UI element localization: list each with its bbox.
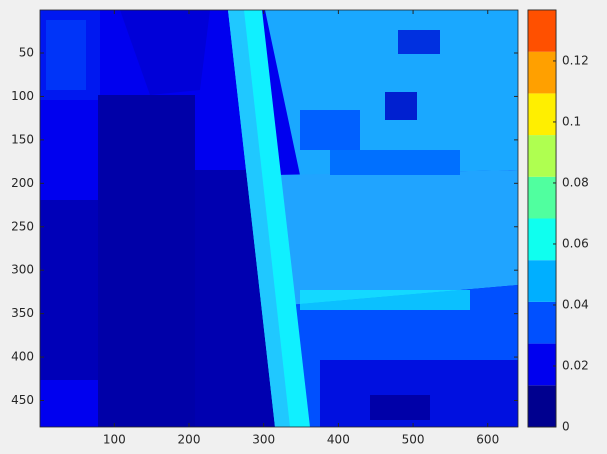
image-region (370, 395, 430, 420)
y-tick-label: 400 (11, 350, 34, 364)
image (40, 10, 518, 427)
colorbar-segment (528, 218, 556, 261)
y-tick-label: 250 (11, 219, 34, 233)
colorbar-segment (528, 51, 556, 94)
image-region (398, 30, 440, 54)
y-tick-label: 150 (11, 132, 34, 146)
image-region (46, 20, 86, 90)
x-tick-label: 300 (252, 433, 275, 447)
image-region (98, 95, 195, 427)
colorbar-tick-label: 0.02 (562, 358, 589, 372)
colorbar-segment (528, 260, 556, 302)
image-region (228, 10, 290, 427)
colorbar-segment (528, 301, 556, 344)
image-region (330, 150, 460, 175)
y-tick-label: 450 (11, 393, 34, 407)
image-region (120, 10, 210, 95)
x-tick-label: 100 (103, 433, 126, 447)
x-tick-label: 600 (476, 433, 499, 447)
colorbar-segment (528, 93, 556, 136)
image-region (385, 92, 417, 120)
image-region (300, 110, 360, 150)
colorbar-tick-label: 0.06 (562, 236, 589, 250)
y-tick-label: 50 (19, 46, 34, 60)
colorbar-segment (528, 343, 556, 386)
colorbar-tick-label: 0.04 (562, 297, 589, 311)
y-tick-label: 300 (11, 263, 34, 277)
colorbar-segment (528, 10, 556, 52)
x-tick-label: 200 (178, 433, 201, 447)
image-region (300, 290, 470, 310)
colorbar-tick-label: 0.12 (562, 53, 589, 67)
axes-box (39, 9, 519, 428)
colorbar-segment (528, 135, 556, 177)
colorbar-segment (528, 385, 556, 427)
image-region (275, 170, 518, 305)
y-tick-label: 350 (11, 306, 34, 320)
y-tick-label: 200 (11, 176, 34, 190)
y-tick-label: 100 (11, 89, 34, 103)
x-tick-label: 500 (402, 433, 425, 447)
colorbar-box (527, 9, 557, 428)
x-tick-label: 400 (327, 433, 350, 447)
colorbar-tick-label: 0.1 (562, 114, 581, 128)
colorbar-tick-label: 0.08 (562, 175, 589, 189)
image-region (40, 200, 98, 380)
colorbar-segment (528, 176, 556, 219)
colorbar-tick-label: 0 (562, 420, 570, 434)
